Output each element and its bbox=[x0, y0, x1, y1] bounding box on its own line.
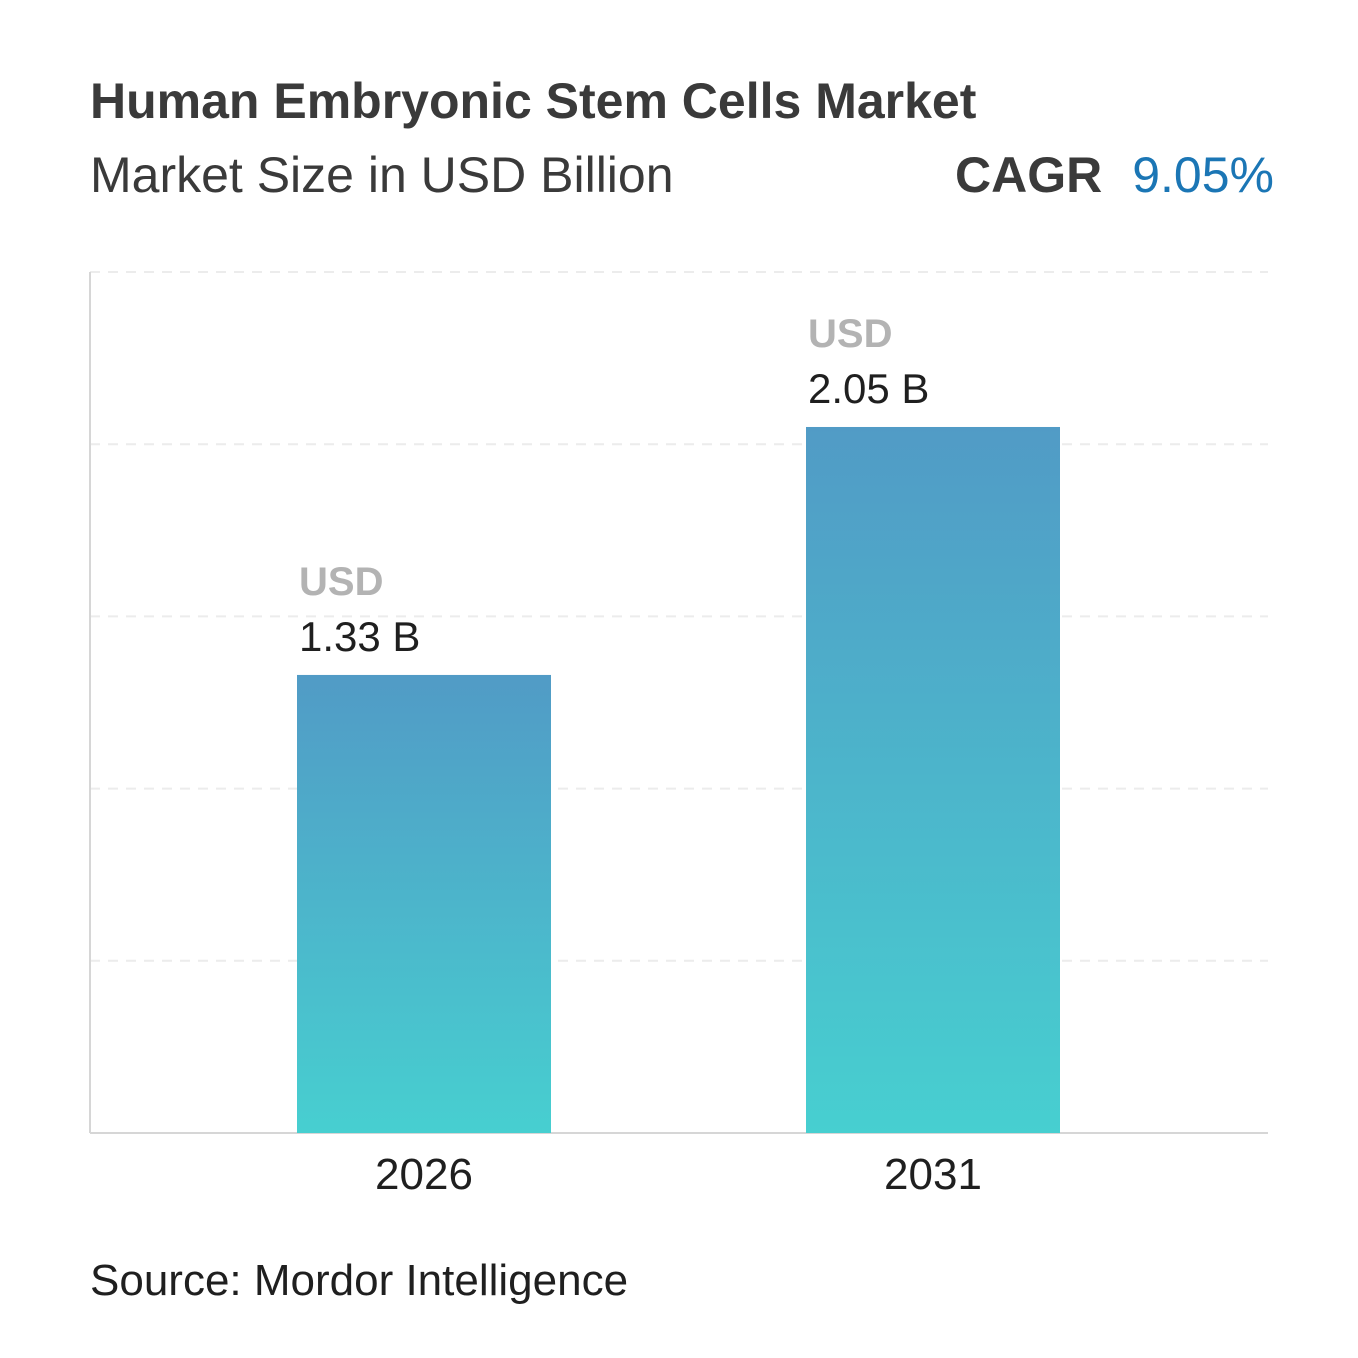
cagr-label: CAGR bbox=[955, 147, 1103, 203]
chart-subtitle: Market Size in USD Billion bbox=[90, 147, 674, 203]
chart-title: Human Embryonic Stem Cells Market bbox=[90, 73, 977, 129]
bar-unit-label: USD bbox=[299, 560, 383, 604]
bar-value-label: 1.33 B bbox=[299, 613, 420, 660]
cagr-value: 9.05% bbox=[1132, 147, 1274, 203]
bar-2026 bbox=[297, 674, 551, 1133]
gridlines bbox=[90, 271, 1268, 962]
bars bbox=[297, 426, 1060, 1134]
source-note: Source: Mordor Intelligence bbox=[90, 1256, 629, 1305]
axes bbox=[89, 272, 1268, 1134]
bar-unit-label: USD bbox=[808, 312, 892, 356]
x-tick-label: 2026 bbox=[375, 1150, 473, 1199]
bar-value-label: 2.05 B bbox=[808, 365, 929, 412]
x-tick-label: 2031 bbox=[884, 1150, 982, 1199]
cagr-block: CAGR 9.05% bbox=[955, 146, 1274, 204]
bar-labels: USD 1.33 B 2026 USD 2.05 B 2031 bbox=[299, 312, 982, 1199]
bar-2031 bbox=[806, 426, 1060, 1134]
